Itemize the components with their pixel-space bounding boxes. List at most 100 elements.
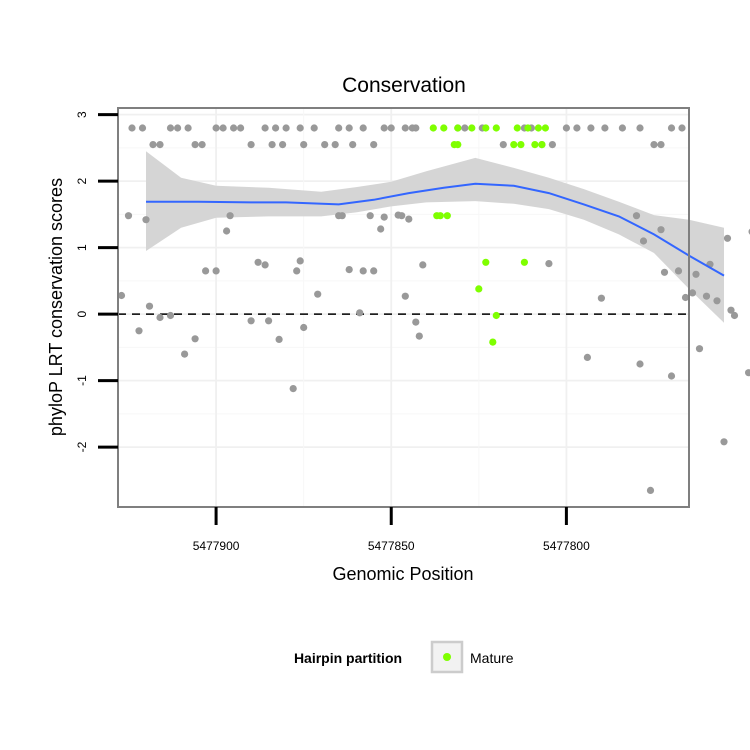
point-other bbox=[660, 268, 669, 276]
point-mature bbox=[429, 124, 437, 132]
point-other bbox=[415, 332, 423, 340]
point-other bbox=[223, 227, 231, 235]
point-other bbox=[237, 124, 245, 132]
point-other bbox=[377, 225, 385, 233]
point-mature bbox=[520, 258, 529, 266]
point-other bbox=[331, 141, 339, 149]
point-other bbox=[300, 323, 308, 332]
point-other bbox=[702, 292, 711, 300]
point-other bbox=[419, 261, 427, 269]
point-other bbox=[562, 124, 571, 132]
point-other bbox=[345, 266, 353, 274]
point-other bbox=[359, 267, 367, 275]
point-other bbox=[335, 124, 343, 132]
point-other bbox=[345, 124, 353, 132]
point-other bbox=[314, 290, 322, 298]
point-mature bbox=[513, 124, 521, 132]
point-other bbox=[646, 486, 655, 494]
point-other bbox=[254, 258, 262, 266]
point-other bbox=[657, 141, 665, 149]
point-other bbox=[639, 237, 648, 245]
point-other bbox=[356, 309, 364, 317]
point-other bbox=[387, 124, 395, 132]
panel-border bbox=[117, 107, 690, 508]
point-other bbox=[174, 124, 182, 132]
point-other bbox=[181, 350, 189, 358]
point-other bbox=[583, 353, 592, 361]
point-mature bbox=[492, 124, 500, 132]
point-other bbox=[142, 216, 150, 224]
point-other bbox=[191, 335, 199, 343]
point-other bbox=[366, 212, 374, 220]
legend-label-mature: Mature bbox=[470, 650, 514, 666]
point-other bbox=[156, 313, 164, 322]
point-other bbox=[723, 234, 732, 242]
point-other bbox=[499, 141, 507, 149]
x-axis-title: Genomic Position bbox=[332, 564, 473, 584]
x-tick-label: 5477850 bbox=[368, 539, 415, 553]
smooth-line bbox=[146, 182, 725, 277]
point-other bbox=[667, 124, 676, 132]
y-tick-label: 1 bbox=[75, 244, 89, 251]
point-other bbox=[247, 317, 255, 325]
point-other bbox=[296, 124, 304, 132]
point-other bbox=[650, 141, 658, 149]
point-mature bbox=[510, 141, 518, 149]
point-other bbox=[657, 226, 665, 234]
point-mature bbox=[443, 212, 451, 220]
point-other bbox=[681, 293, 690, 302]
y-tick-label: -1 bbox=[75, 375, 89, 386]
point-other bbox=[166, 124, 175, 132]
point-other bbox=[573, 124, 581, 132]
point-other bbox=[338, 212, 346, 220]
point-mature bbox=[489, 338, 497, 346]
point-mature bbox=[482, 258, 490, 266]
point-other bbox=[198, 141, 206, 149]
point-other bbox=[636, 360, 644, 368]
point-other bbox=[149, 141, 157, 149]
point-mature bbox=[436, 212, 444, 220]
point-other bbox=[745, 369, 750, 377]
point-other bbox=[587, 124, 595, 132]
point-other bbox=[272, 124, 280, 132]
point-other bbox=[145, 302, 154, 310]
point-other bbox=[191, 141, 199, 149]
point-other bbox=[380, 213, 388, 221]
point-other bbox=[202, 267, 210, 275]
point-other bbox=[135, 327, 143, 335]
point-other bbox=[545, 260, 553, 268]
point-mature bbox=[482, 124, 490, 132]
point-other bbox=[632, 212, 641, 220]
point-other bbox=[548, 141, 557, 149]
point-mature bbox=[541, 124, 550, 132]
point-other bbox=[166, 311, 175, 320]
y-tick-label: 2 bbox=[75, 177, 89, 184]
point-other bbox=[405, 215, 413, 223]
point-other bbox=[720, 438, 728, 446]
point-other bbox=[359, 124, 367, 132]
point-other bbox=[408, 124, 416, 132]
point-other bbox=[138, 124, 147, 132]
point-other bbox=[275, 335, 283, 343]
point-other bbox=[730, 311, 739, 320]
point-other bbox=[156, 141, 164, 149]
x-tick-label: 5477800 bbox=[543, 539, 590, 553]
point-mature bbox=[454, 124, 462, 132]
point-other bbox=[412, 318, 420, 326]
point-other bbox=[293, 267, 301, 275]
point-other bbox=[261, 124, 269, 132]
x-tick-label: 5477900 bbox=[193, 539, 240, 553]
point-other bbox=[667, 372, 676, 380]
y-axis-title: phyloP LRT conservation scores bbox=[46, 178, 66, 436]
point-other bbox=[636, 124, 644, 132]
point-other bbox=[289, 385, 297, 393]
y-tick-label: 3 bbox=[75, 111, 89, 118]
point-other bbox=[247, 141, 255, 149]
point-other bbox=[282, 124, 290, 132]
point-other bbox=[184, 124, 192, 132]
point-mature bbox=[440, 124, 448, 132]
legend-title: Hairpin partition bbox=[294, 650, 402, 666]
point-mature bbox=[492, 311, 500, 320]
axes: -2 -1 0 1 2 3 5477900 5477850 5477800 bbox=[75, 107, 690, 553]
